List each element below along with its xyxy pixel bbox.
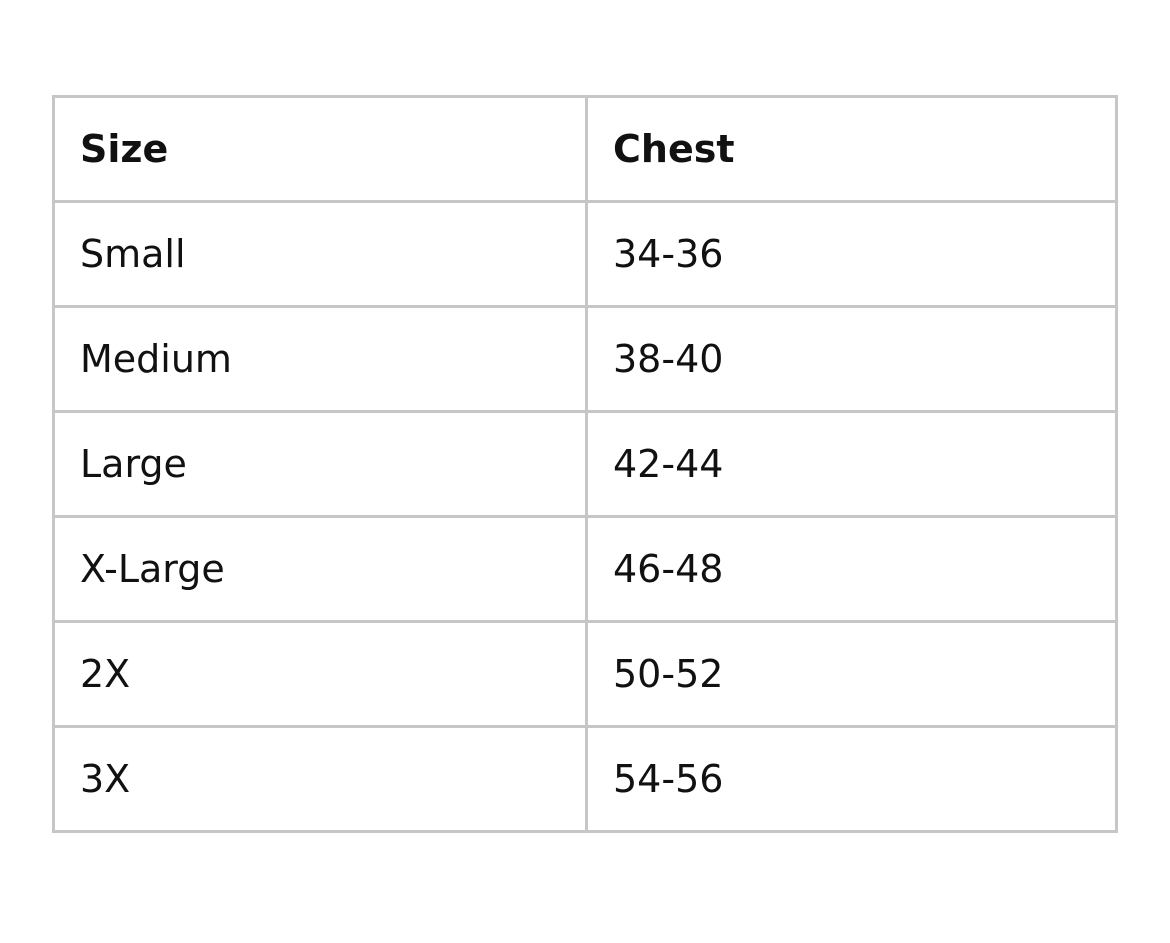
chest-cell: 54-56 xyxy=(585,725,1118,833)
table-row: 2X 50-52 xyxy=(52,620,1118,728)
size-cell: X-Large xyxy=(52,515,588,623)
table-header-row: Size Chest xyxy=(52,95,1118,203)
table-row: X-Large 46-48 xyxy=(52,515,1118,623)
header-chest: Chest xyxy=(585,95,1118,203)
chest-cell: 42-44 xyxy=(585,410,1118,518)
size-cell: Large xyxy=(52,410,588,518)
table-row: Small 34-36 xyxy=(52,200,1118,308)
table-row: Medium 38-40 xyxy=(52,305,1118,413)
size-cell: 3X xyxy=(52,725,588,833)
table-row: 3X 54-56 xyxy=(52,725,1118,833)
table-row: Large 42-44 xyxy=(52,410,1118,518)
size-chart-table: Size Chest Small 34-36 Medium 38-40 Large 42-… xyxy=(52,95,1118,833)
header-size: Size xyxy=(52,95,588,203)
chest-cell: 34-36 xyxy=(585,200,1118,308)
size-cell: 2X xyxy=(52,620,588,728)
chest-cell: 38-40 xyxy=(585,305,1118,413)
size-cell: Small xyxy=(52,200,588,308)
chest-cell: 50-52 xyxy=(585,620,1118,728)
size-cell: Medium xyxy=(52,305,588,413)
chest-cell: 46-48 xyxy=(585,515,1118,623)
